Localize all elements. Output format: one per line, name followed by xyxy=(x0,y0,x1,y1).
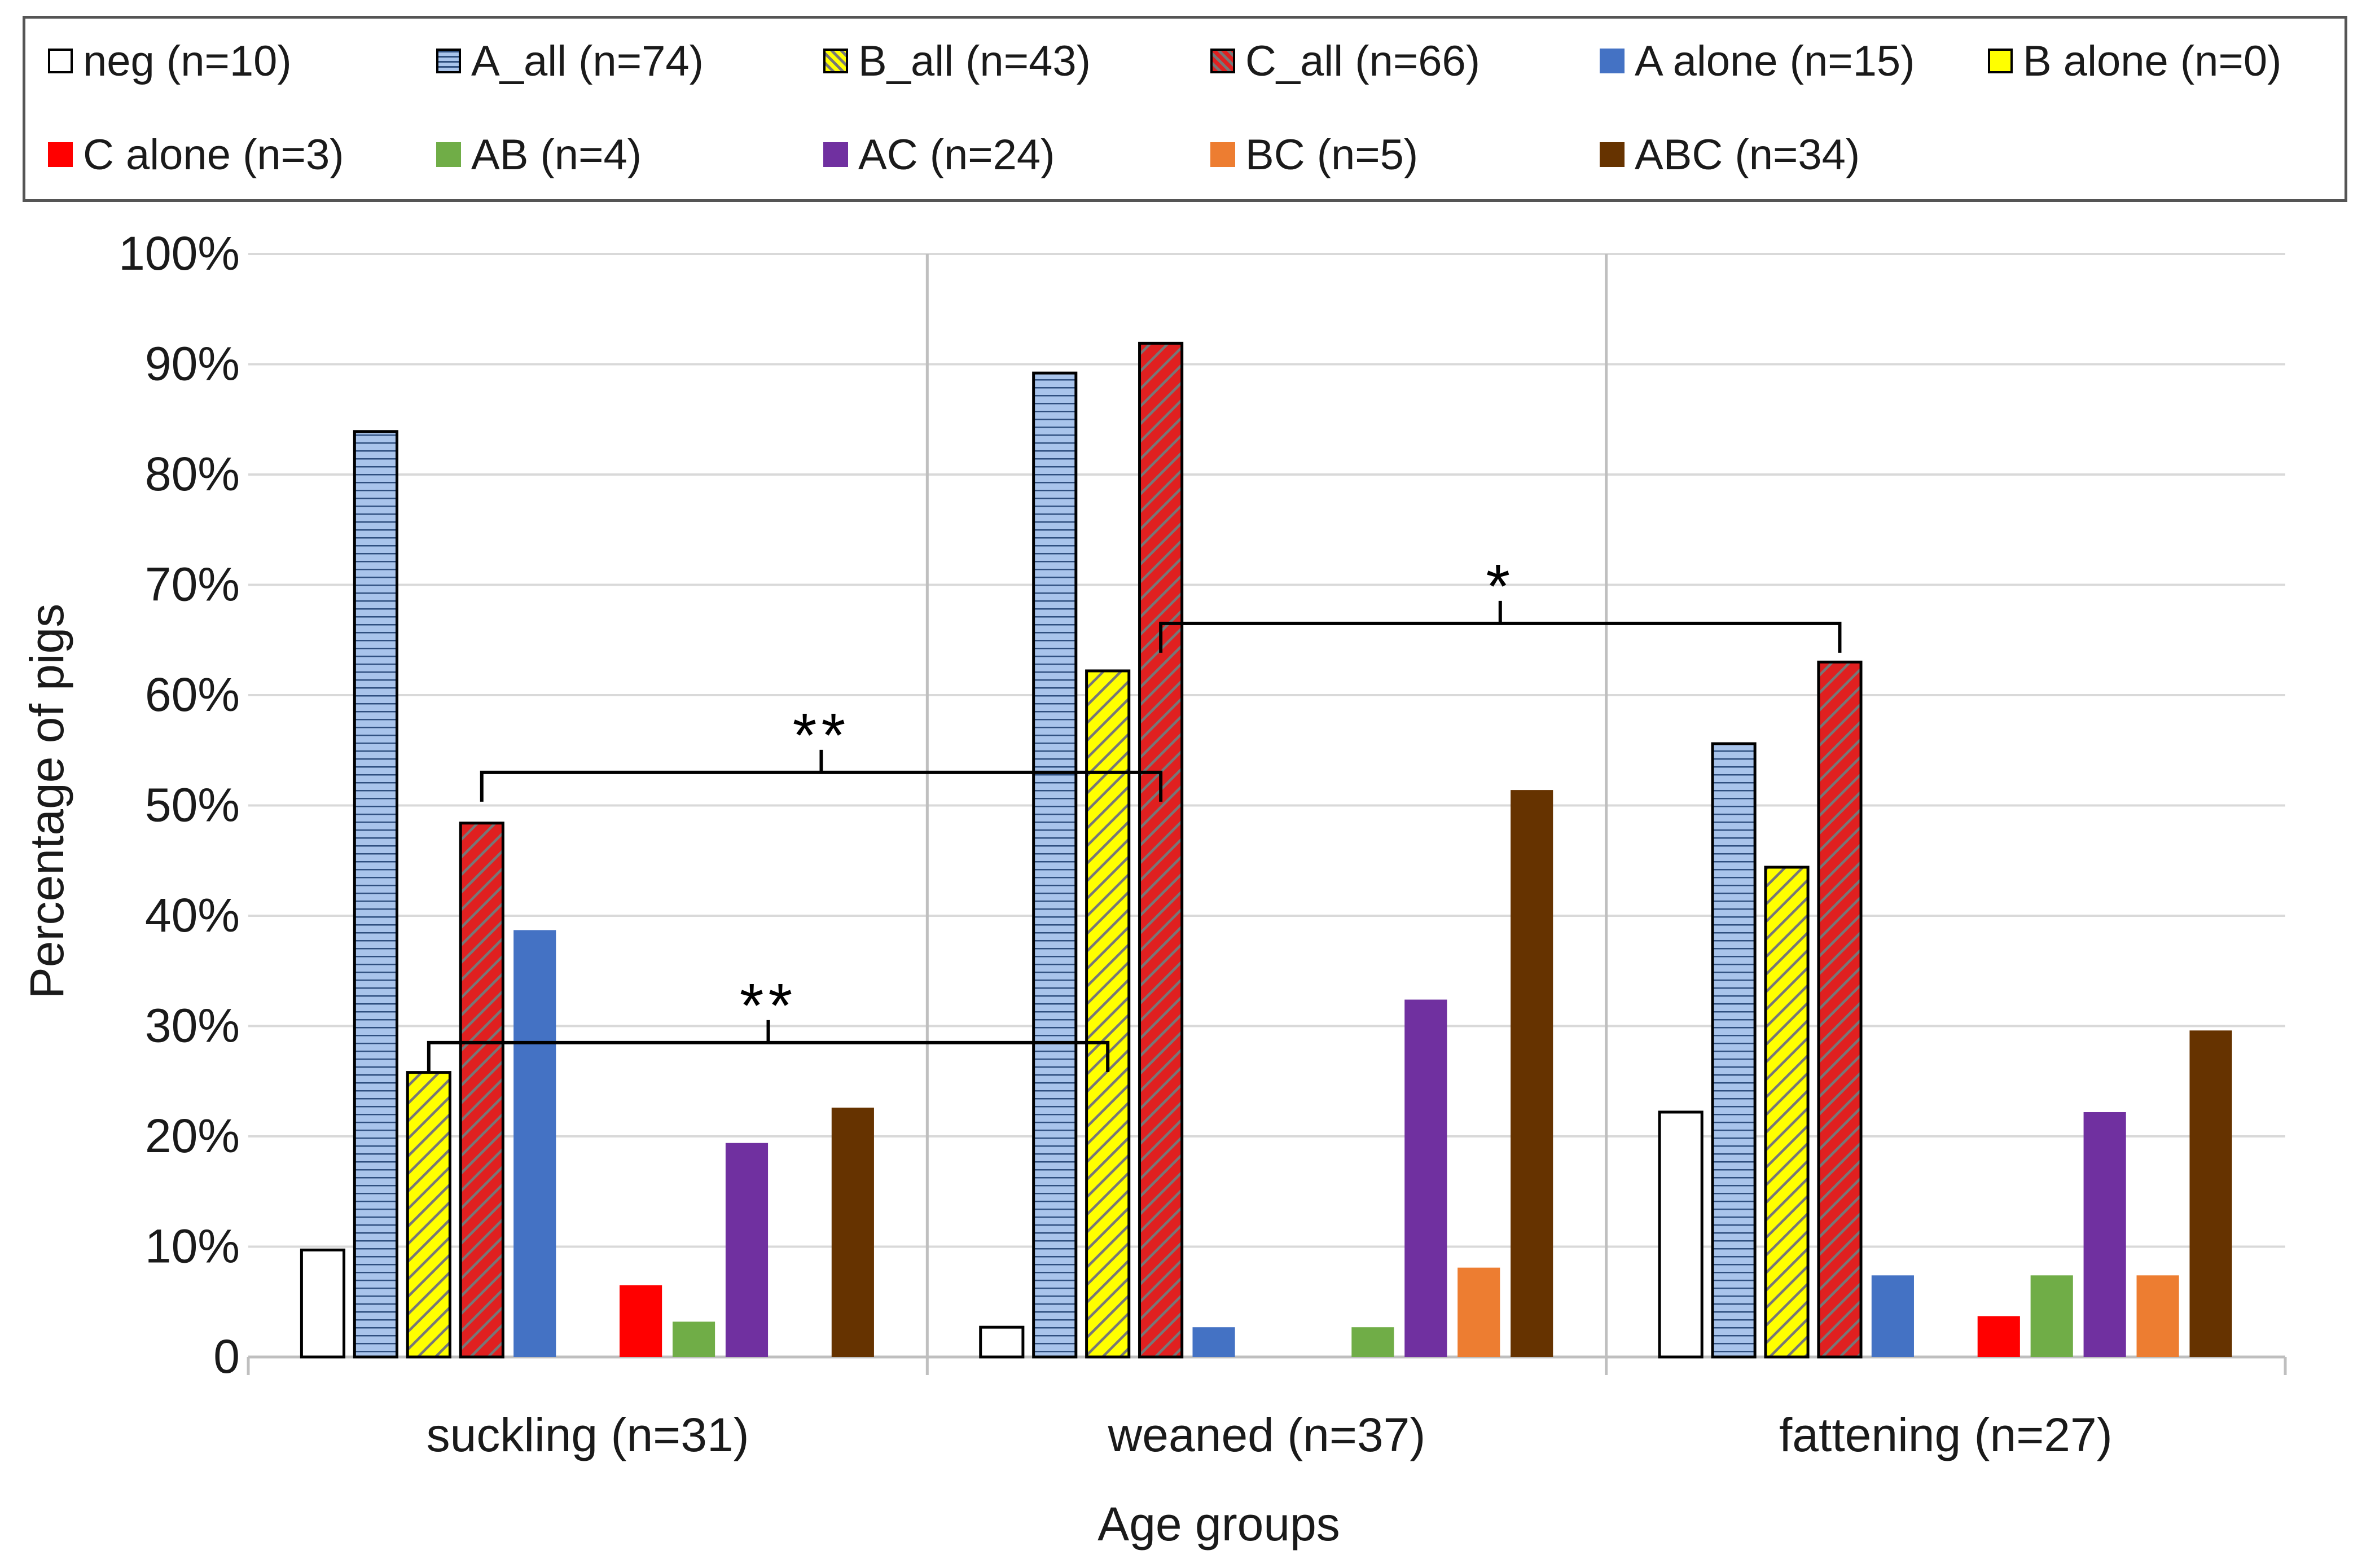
y-tick-label: 100% xyxy=(118,227,240,280)
bar xyxy=(1511,790,1553,1357)
legend-item: AB (n=4) xyxy=(436,124,642,186)
legend-label: ABC (n=34) xyxy=(1635,130,1860,179)
bar xyxy=(1192,1327,1235,1357)
bar xyxy=(2030,1275,2073,1357)
legend-label: neg (n=10) xyxy=(83,37,292,85)
bar xyxy=(620,1285,662,1357)
legend-label: A alone (n=15) xyxy=(1635,37,1915,85)
category-separators xyxy=(247,254,2287,1375)
legend-item: C alone (n=3) xyxy=(48,124,344,186)
legend-swatch xyxy=(48,142,73,167)
legend-item: neg (n=10) xyxy=(48,30,292,92)
y-tick-label: 10% xyxy=(145,1220,240,1273)
legend-label: C alone (n=3) xyxy=(83,130,344,179)
bar xyxy=(1032,371,1078,1359)
legend-label: AC (n=24) xyxy=(858,130,1055,179)
bars xyxy=(300,341,2232,1359)
legend-item: C_all (n=66) xyxy=(1210,30,1480,92)
gridlines xyxy=(248,253,2285,1359)
bar xyxy=(513,930,556,1357)
bar xyxy=(1817,660,1863,1359)
bar xyxy=(2083,1112,2126,1357)
legend: neg (n=10) A_all (n=74) B_all (n=43) C_all … xyxy=(23,16,2347,202)
legend-label: AB (n=4) xyxy=(471,130,642,179)
legend-label: B alone (n=0) xyxy=(2023,37,2282,85)
bar xyxy=(725,1143,769,1357)
legend-label: B_all (n=43) xyxy=(858,37,1091,85)
legend-item: ABC (n=34) xyxy=(1600,124,1860,186)
legend-swatch xyxy=(1210,142,1235,167)
legend-label: A_all (n=74) xyxy=(471,37,704,85)
y-tick-label: 80% xyxy=(145,447,240,500)
bar xyxy=(1138,341,1184,1359)
bar xyxy=(2189,1030,2232,1357)
x-axis-label: Age groups xyxy=(1097,1497,1340,1551)
legend-swatch xyxy=(1600,49,1625,73)
y-tick-label: 50% xyxy=(145,779,240,832)
legend-label: C_all (n=66) xyxy=(1245,37,1481,85)
bar xyxy=(2136,1275,2179,1357)
y-axis-label: Percentage of pigs xyxy=(20,604,73,999)
bar xyxy=(1457,1267,1500,1357)
y-tick-label: 90% xyxy=(145,337,240,390)
bar xyxy=(300,1248,346,1359)
legend-swatch xyxy=(823,142,848,167)
x-tick-label: suckling (n=31) xyxy=(427,1408,749,1461)
bar xyxy=(672,1321,715,1357)
legend-swatch xyxy=(823,49,848,73)
legend-swatch xyxy=(48,49,73,73)
bar xyxy=(1871,1275,1914,1357)
bar xyxy=(979,1325,1025,1359)
bar xyxy=(1764,866,1810,1359)
legend-item: B alone (n=0) xyxy=(1988,30,2281,92)
significance-label: ** xyxy=(740,971,797,1040)
significance-label: ** xyxy=(793,701,850,770)
legend-swatch xyxy=(436,49,461,73)
x-axis-ticks: suckling (n=31) weaned (n=37) fattening (n… xyxy=(427,1408,2113,1461)
bar xyxy=(353,430,398,1359)
y-tick-label: 40% xyxy=(145,889,240,942)
legend-swatch xyxy=(1600,142,1625,167)
y-axis-ticks: 0 10% 20% 30% 40% 50% 60% 70% 80% 90% 100% xyxy=(118,227,240,1383)
bar xyxy=(459,822,504,1359)
bar xyxy=(831,1108,874,1357)
x-tick-label: weaned (n=37) xyxy=(1108,1408,1426,1461)
legend-label: BC (n=5) xyxy=(1245,130,1419,179)
y-tick-label: 0 xyxy=(213,1330,240,1383)
y-tick-label: 20% xyxy=(145,1109,240,1162)
bar xyxy=(406,1071,451,1359)
significance-bracket xyxy=(1159,621,1842,653)
legend-swatch xyxy=(1210,49,1235,73)
bar xyxy=(1711,742,1757,1359)
y-tick-label: 30% xyxy=(145,999,240,1052)
legend-item: A alone (n=15) xyxy=(1600,30,1915,92)
y-tick-label: 60% xyxy=(145,668,240,721)
legend-swatch xyxy=(436,142,461,167)
significance-label: * xyxy=(1486,552,1514,621)
legend-item: AC (n=24) xyxy=(823,124,1055,186)
legend-item: BC (n=5) xyxy=(1210,124,1418,186)
legend-item: A_all (n=74) xyxy=(436,30,704,92)
bar xyxy=(1404,999,1447,1357)
bar xyxy=(1085,669,1131,1359)
bar xyxy=(1658,1110,1704,1359)
bar xyxy=(1977,1316,2020,1357)
bar xyxy=(1351,1327,1394,1357)
legend-item: B_all (n=43) xyxy=(823,30,1091,92)
y-tick-label: 70% xyxy=(145,558,240,611)
legend-swatch xyxy=(1988,49,2013,73)
x-tick-label: fattening (n=27) xyxy=(1779,1408,2113,1461)
significance-annotations: ***** xyxy=(427,552,1842,1072)
